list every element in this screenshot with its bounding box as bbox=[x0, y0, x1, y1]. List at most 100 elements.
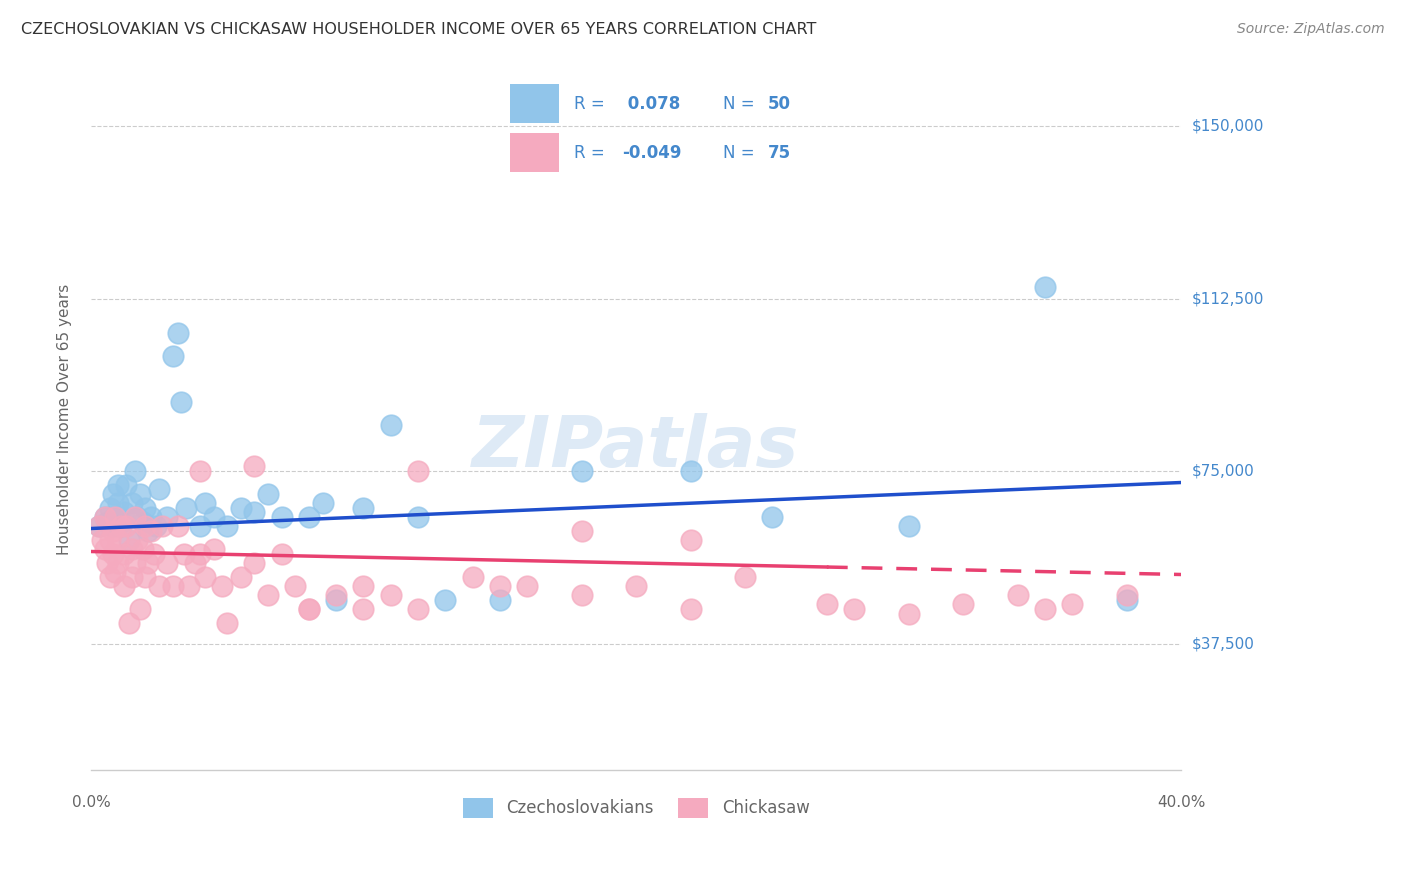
Point bbox=[145, 519, 167, 533]
Point bbox=[202, 510, 225, 524]
Point bbox=[104, 510, 127, 524]
Point bbox=[101, 519, 124, 533]
Point bbox=[897, 519, 920, 533]
Point bbox=[229, 570, 252, 584]
Point bbox=[325, 588, 347, 602]
Point bbox=[110, 519, 132, 533]
Point bbox=[93, 510, 115, 524]
Text: R =: R = bbox=[574, 144, 610, 161]
Point bbox=[170, 395, 193, 409]
Point bbox=[177, 579, 200, 593]
Point bbox=[229, 500, 252, 515]
Point bbox=[167, 519, 190, 533]
Point bbox=[679, 602, 702, 616]
Point bbox=[112, 547, 135, 561]
Bar bbox=[510, 133, 558, 172]
Point bbox=[211, 579, 233, 593]
Point bbox=[488, 579, 510, 593]
Point bbox=[488, 592, 510, 607]
Point bbox=[148, 579, 170, 593]
Point bbox=[139, 510, 162, 524]
Text: -0.049: -0.049 bbox=[621, 144, 682, 161]
Point bbox=[156, 510, 179, 524]
Point bbox=[1115, 588, 1137, 602]
Point bbox=[679, 464, 702, 478]
Text: R =: R = bbox=[574, 95, 610, 112]
Point bbox=[162, 579, 184, 593]
Point bbox=[124, 556, 146, 570]
Point bbox=[101, 547, 124, 561]
Text: $112,500: $112,500 bbox=[1192, 291, 1264, 306]
Point bbox=[243, 459, 266, 474]
Legend: Czechoslovakians, Chickasaw: Czechoslovakians, Chickasaw bbox=[456, 791, 817, 825]
Point bbox=[571, 464, 593, 478]
Point bbox=[162, 349, 184, 363]
Point bbox=[217, 615, 239, 630]
Point bbox=[406, 510, 429, 524]
Point bbox=[87, 519, 110, 533]
Point bbox=[270, 547, 292, 561]
Point bbox=[434, 592, 457, 607]
Point bbox=[298, 510, 321, 524]
Point bbox=[110, 515, 132, 529]
Point bbox=[101, 487, 124, 501]
Point bbox=[1033, 280, 1056, 294]
Point bbox=[194, 496, 217, 510]
Point bbox=[107, 556, 129, 570]
Point bbox=[112, 505, 135, 519]
Point bbox=[90, 533, 112, 547]
Point bbox=[173, 547, 195, 561]
Point bbox=[101, 524, 124, 538]
Point bbox=[134, 570, 156, 584]
Point bbox=[142, 547, 165, 561]
Point bbox=[115, 519, 138, 533]
Point bbox=[461, 570, 484, 584]
Point bbox=[217, 519, 239, 533]
Point bbox=[98, 570, 121, 584]
Y-axis label: Householder Income Over 65 years: Householder Income Over 65 years bbox=[58, 284, 72, 555]
Point bbox=[1062, 598, 1084, 612]
Point bbox=[107, 496, 129, 510]
Point bbox=[93, 542, 115, 557]
Point bbox=[270, 510, 292, 524]
Point bbox=[353, 500, 375, 515]
Point bbox=[406, 464, 429, 478]
Point bbox=[167, 326, 190, 340]
Point bbox=[406, 602, 429, 616]
Point bbox=[150, 519, 173, 533]
Point bbox=[139, 524, 162, 538]
Point bbox=[136, 524, 159, 538]
Point bbox=[380, 417, 402, 432]
Point bbox=[134, 500, 156, 515]
Point bbox=[1033, 602, 1056, 616]
Point bbox=[243, 556, 266, 570]
Point bbox=[136, 556, 159, 570]
Point bbox=[129, 487, 152, 501]
Point bbox=[815, 598, 838, 612]
Point bbox=[897, 607, 920, 621]
Text: N =: N = bbox=[723, 95, 759, 112]
Point bbox=[952, 598, 974, 612]
Point bbox=[129, 602, 152, 616]
Text: CZECHOSLOVAKIAN VS CHICKASAW HOUSEHOLDER INCOME OVER 65 YEARS CORRELATION CHART: CZECHOSLOVAKIAN VS CHICKASAW HOUSEHOLDER… bbox=[21, 22, 817, 37]
Point bbox=[107, 478, 129, 492]
Point bbox=[96, 556, 118, 570]
Point bbox=[1007, 588, 1029, 602]
Text: Source: ZipAtlas.com: Source: ZipAtlas.com bbox=[1237, 22, 1385, 37]
Point bbox=[121, 496, 143, 510]
Text: $75,000: $75,000 bbox=[1192, 464, 1254, 478]
Point bbox=[93, 510, 115, 524]
Point bbox=[98, 533, 121, 547]
Point bbox=[118, 615, 141, 630]
Bar bbox=[510, 84, 558, 123]
Point bbox=[298, 602, 321, 616]
Text: $37,500: $37,500 bbox=[1192, 636, 1256, 651]
Point bbox=[624, 579, 647, 593]
Point bbox=[257, 588, 280, 602]
Text: 75: 75 bbox=[768, 144, 790, 161]
Point bbox=[842, 602, 865, 616]
Point bbox=[124, 510, 146, 524]
Point bbox=[202, 542, 225, 557]
Point bbox=[353, 602, 375, 616]
Point bbox=[734, 570, 756, 584]
